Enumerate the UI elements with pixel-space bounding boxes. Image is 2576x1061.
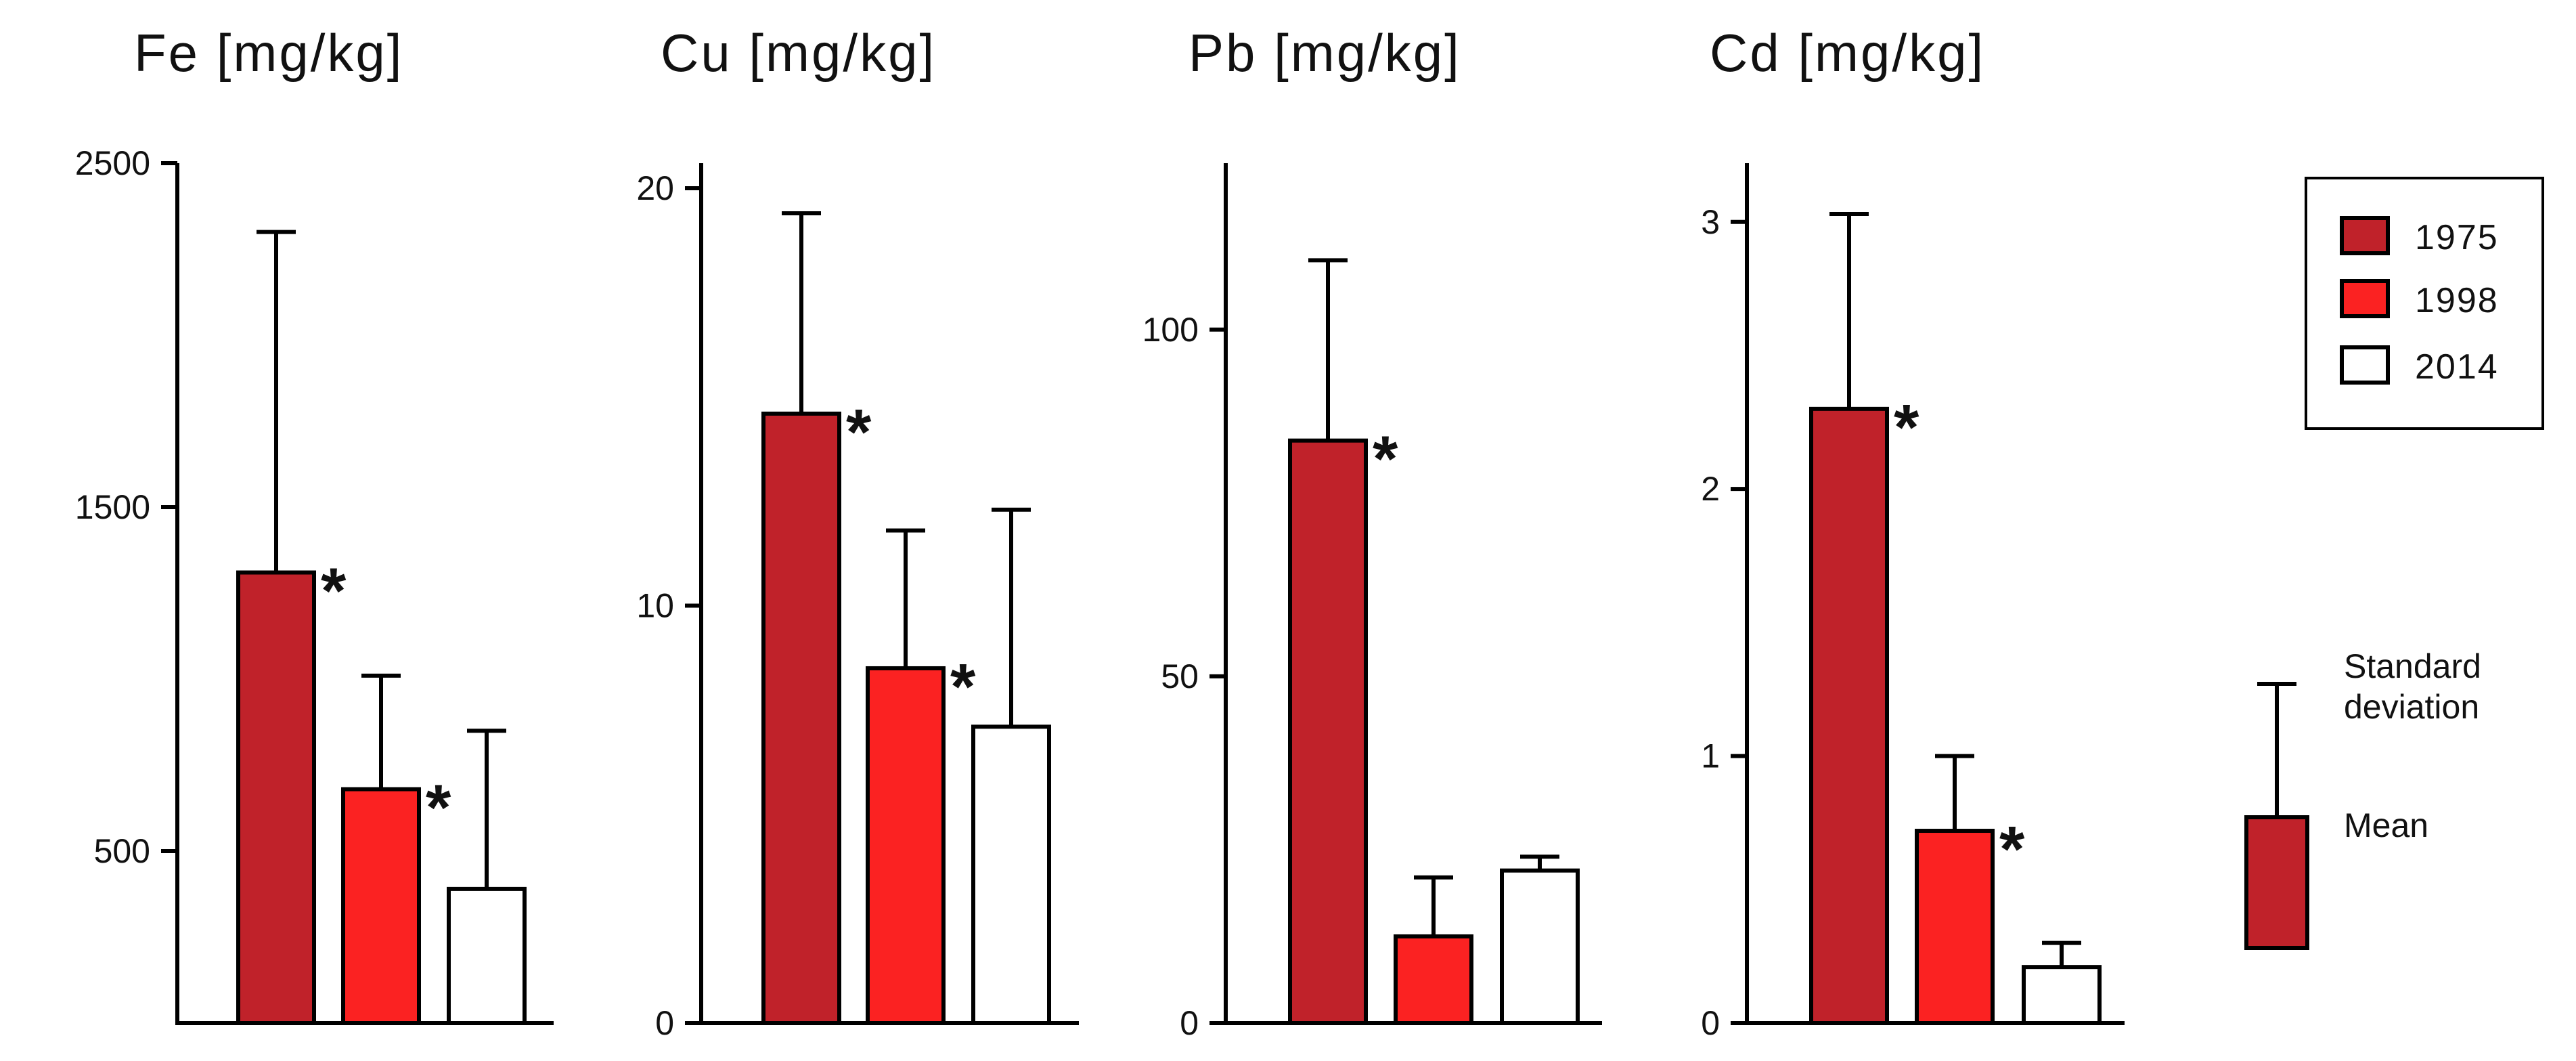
legend-swatch-1998: [2340, 279, 2390, 318]
bar-2014: [447, 886, 527, 1025]
y-tick-label: 500: [94, 832, 150, 870]
bar-1975: [761, 411, 841, 1025]
bar-1998: [866, 666, 946, 1025]
significance-star: *: [1373, 423, 1398, 496]
bar-1975: [1288, 438, 1368, 1025]
legend-label-1998: 1998: [2415, 281, 2499, 320]
significance-star: *: [846, 396, 872, 469]
y-tick-label: 50: [1161, 657, 1199, 695]
panel-title: Pb [mg/kg]: [1189, 23, 1461, 83]
key-mean-bar: [2244, 815, 2309, 950]
panel-1: Fe [mg/kg] 500 1500 2500 * *: [75, 23, 554, 1026]
key-mean-label: Mean: [2344, 806, 2428, 844]
bar-2014: [971, 724, 1051, 1025]
y-tick-label: 0: [1701, 1004, 1720, 1042]
y-tick-label: 1500: [75, 488, 150, 526]
legend: 1975 1998 2014: [2305, 177, 2544, 430]
y-tick-label: 100: [1142, 311, 1199, 349]
significance-star: *: [1894, 391, 1919, 464]
y-tick-label: 2500: [75, 144, 150, 182]
significance-star: *: [1999, 813, 2025, 886]
legend-swatch-1975: [2340, 216, 2390, 255]
legend-swatch-2014: [2340, 345, 2390, 385]
significance-star: *: [426, 772, 451, 844]
legend-label-2014: 2014: [2415, 347, 2499, 387]
bar-1998: [1394, 934, 1473, 1026]
y-tick-label: 1: [1701, 737, 1720, 775]
bar-1998: [1915, 829, 1995, 1026]
panel-title: Cu [mg/kg]: [661, 23, 936, 83]
panel-title: Cd [mg/kg]: [1710, 23, 1985, 83]
significance-star: *: [321, 555, 347, 628]
panel-4: Cd [mg/kg] 0 1 2 3 * *: [1701, 23, 2125, 1042]
key-sd-label-line1: Standard: [2344, 647, 2481, 685]
key: Standard deviation Mean: [2244, 647, 2481, 950]
key-sd-label-line2: deviation: [2344, 688, 2479, 726]
y-tick-label: 3: [1701, 203, 1720, 241]
y-tick-label: 2: [1701, 470, 1720, 508]
legend-label-1975: 1975: [2415, 218, 2499, 257]
bar-1975: [1809, 406, 1889, 1025]
y-tick-label: 0: [1180, 1004, 1199, 1042]
y-tick-label: 0: [655, 1004, 674, 1042]
bar-1998: [341, 787, 421, 1026]
bar-2014: [2022, 965, 2102, 1026]
bar-2014: [1500, 868, 1580, 1025]
significance-star: *: [950, 651, 976, 723]
panel-2: Cu [mg/kg] 0 10 20 * *: [636, 23, 1079, 1042]
bar-1975: [236, 570, 316, 1025]
panel-title: Fe [mg/kg]: [134, 23, 403, 83]
y-tick-label: 10: [636, 586, 674, 624]
y-tick-label: 20: [636, 169, 674, 207]
panel-3: Pb [mg/kg] 0 50 100 *: [1142, 23, 1602, 1042]
